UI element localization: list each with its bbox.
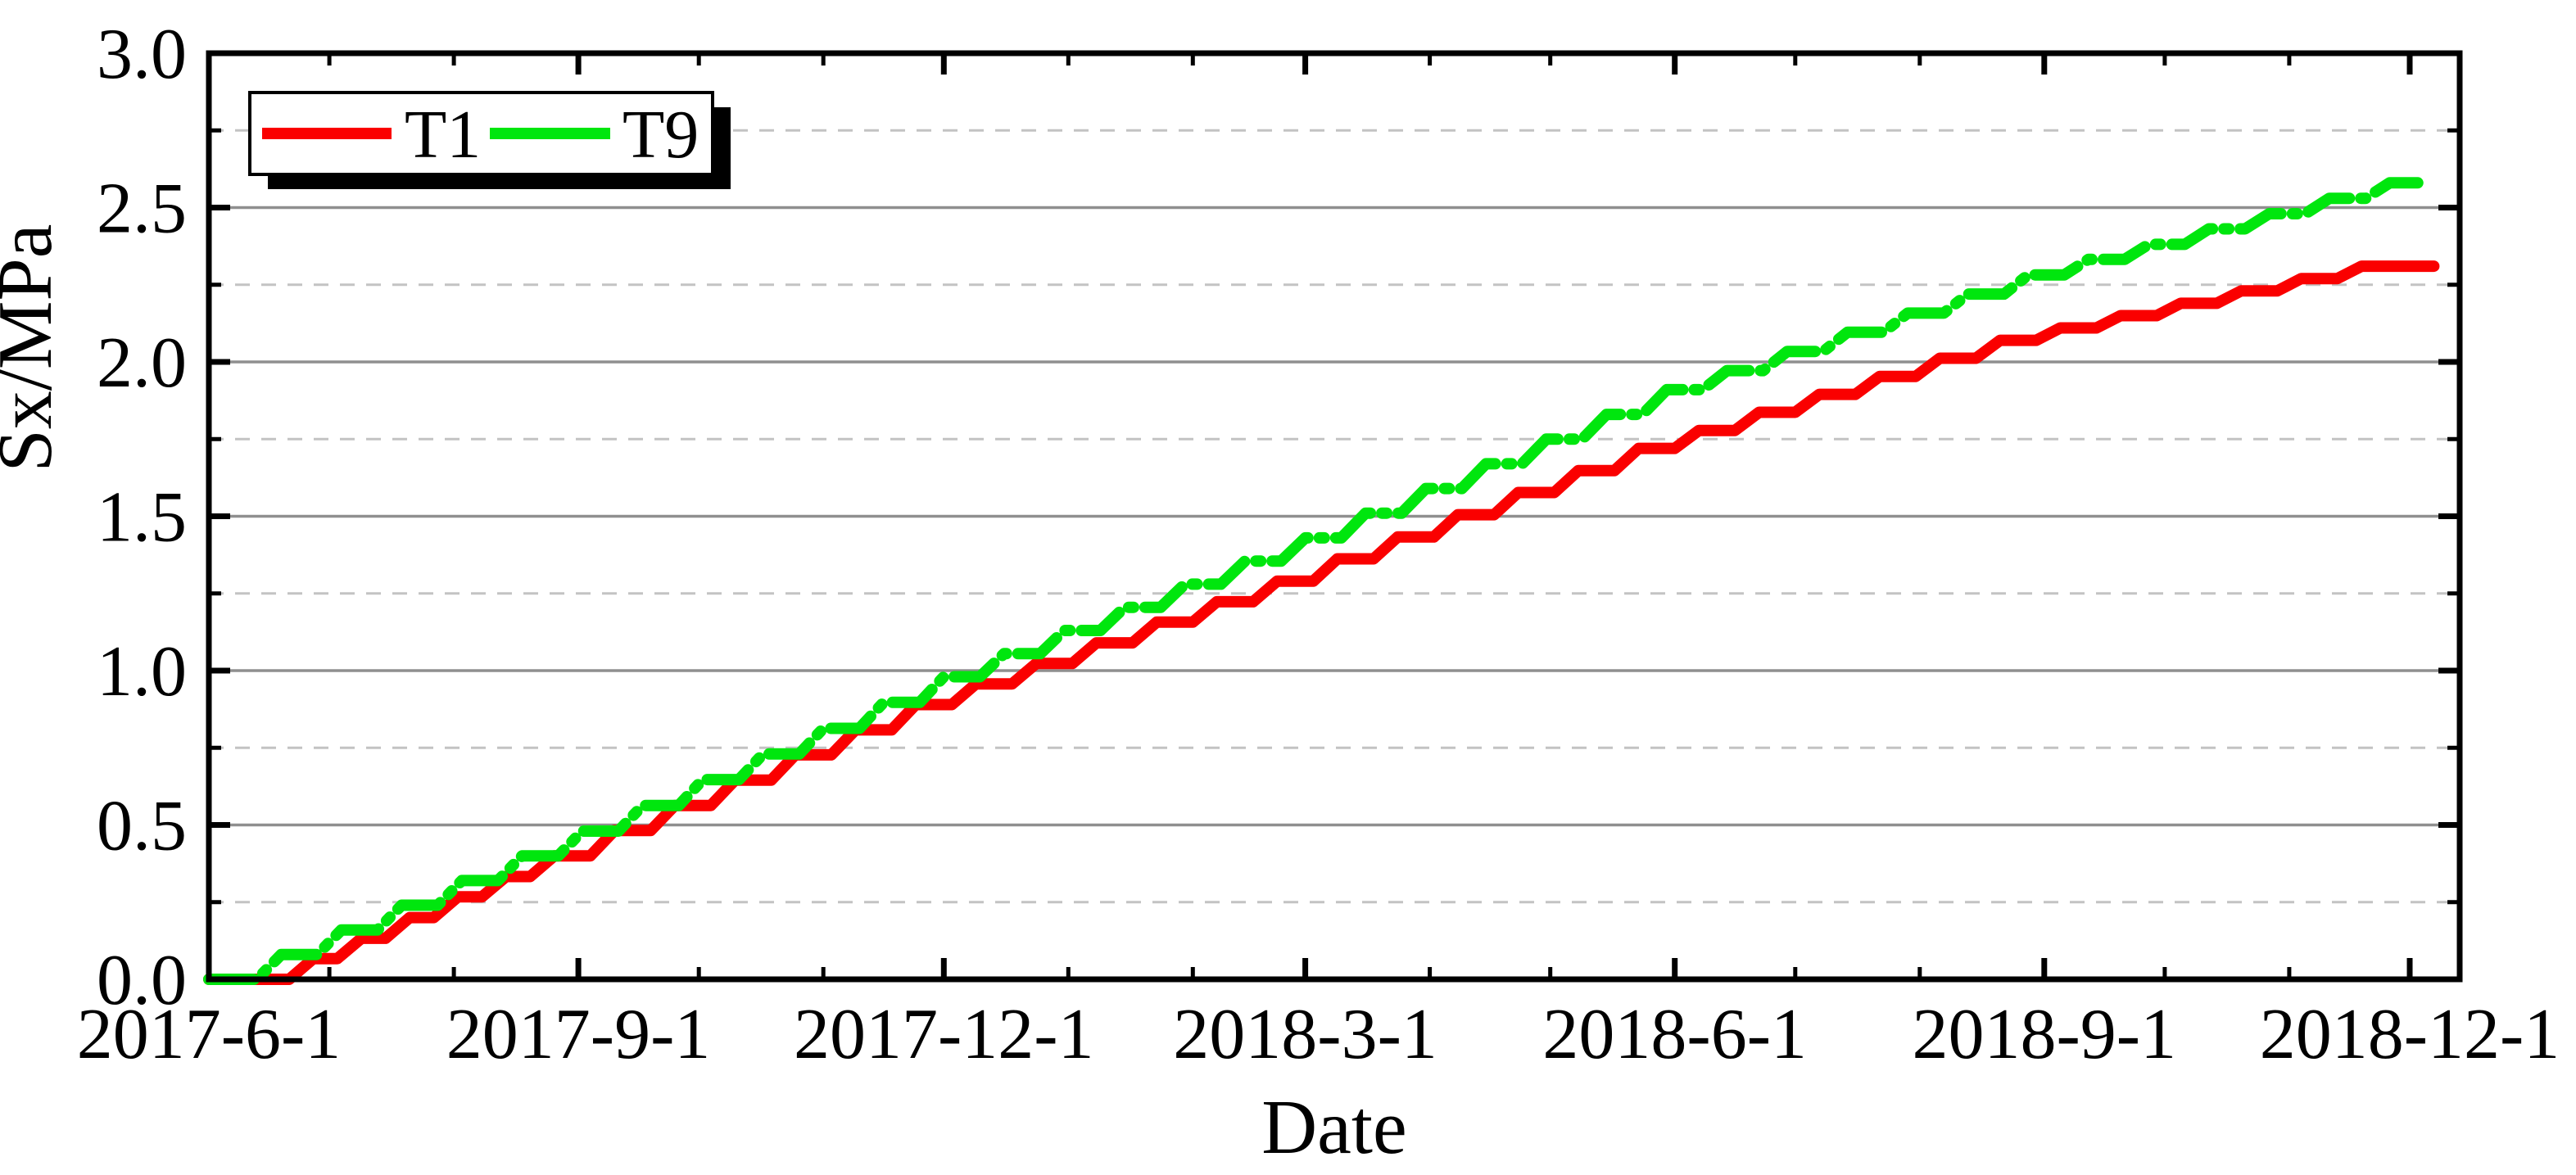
y-tick-label: 3.0 xyxy=(97,15,187,94)
y-tick-label: 0.0 xyxy=(97,941,187,1020)
y-tick-label: 0.5 xyxy=(97,787,187,866)
x-tick-label: 2018-9-1 xyxy=(1912,995,2176,1074)
y-tick-label: 1.5 xyxy=(97,478,187,558)
legend: T1 T9 xyxy=(248,91,731,189)
x-tick-label: 2018-6-1 xyxy=(1542,995,1807,1074)
y-tick-label: 2.0 xyxy=(97,323,187,403)
gridlines xyxy=(209,129,2460,904)
series-T1-line xyxy=(203,260,2440,985)
x-tick-label: 2018-12-1 xyxy=(2260,995,2560,1074)
y-tick-label: 2.5 xyxy=(97,169,187,249)
axis-tick-labels: 0.0 0.5 1.0 1.5 2.0 2.5 3.0 2017-6-1 2017-9-1 201… xyxy=(77,15,2560,1074)
tick-marks xyxy=(206,50,2460,983)
legend-label-t1: T1 xyxy=(405,97,481,173)
x-tick-label: 2017-6-1 xyxy=(77,995,342,1074)
series-lines xyxy=(203,177,2440,985)
x-tick-label: 2018-3-1 xyxy=(1173,995,1437,1074)
y-axis-title: Sx/MPa xyxy=(0,224,68,472)
x-axis-title: Date xyxy=(1261,1085,1406,1170)
legend-label-t9: T9 xyxy=(622,97,699,173)
x-tick-label: 2017-12-1 xyxy=(794,995,1094,1074)
y-tick-label: 1.0 xyxy=(97,632,187,712)
series-T9-line xyxy=(203,177,2432,985)
x-tick-label: 2017-9-1 xyxy=(446,995,711,1074)
